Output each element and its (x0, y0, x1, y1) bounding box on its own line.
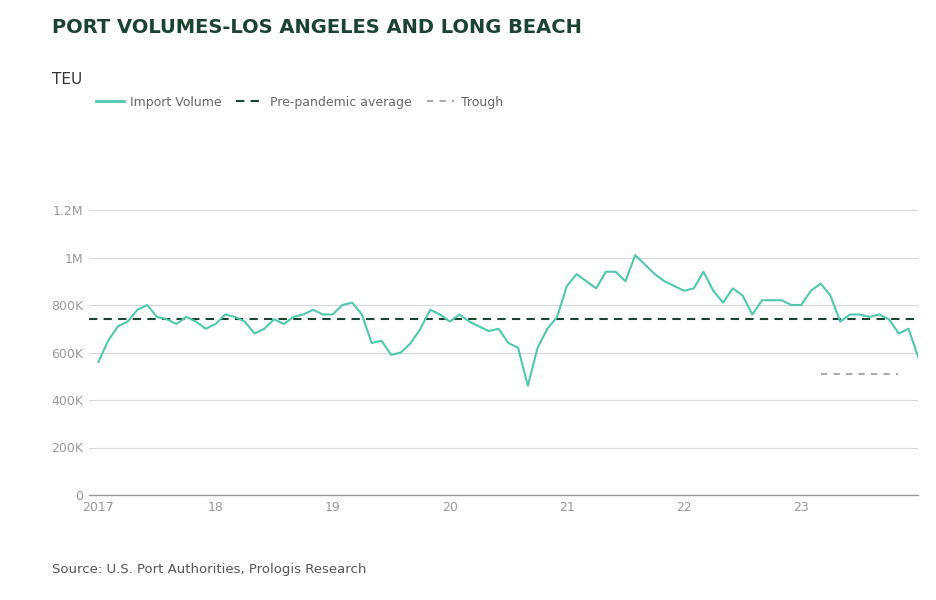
Text: Source: U.S. Port Authorities, Prologis Research: Source: U.S. Port Authorities, Prologis … (51, 563, 366, 576)
Text: PORT VOLUMES-LOS ANGELES AND LONG BEACH: PORT VOLUMES-LOS ANGELES AND LONG BEACH (51, 18, 581, 37)
Legend: Import Volume, Pre-pandemic average, Trough: Import Volume, Pre-pandemic average, Tro… (91, 91, 507, 114)
Text: TEU: TEU (51, 72, 81, 87)
